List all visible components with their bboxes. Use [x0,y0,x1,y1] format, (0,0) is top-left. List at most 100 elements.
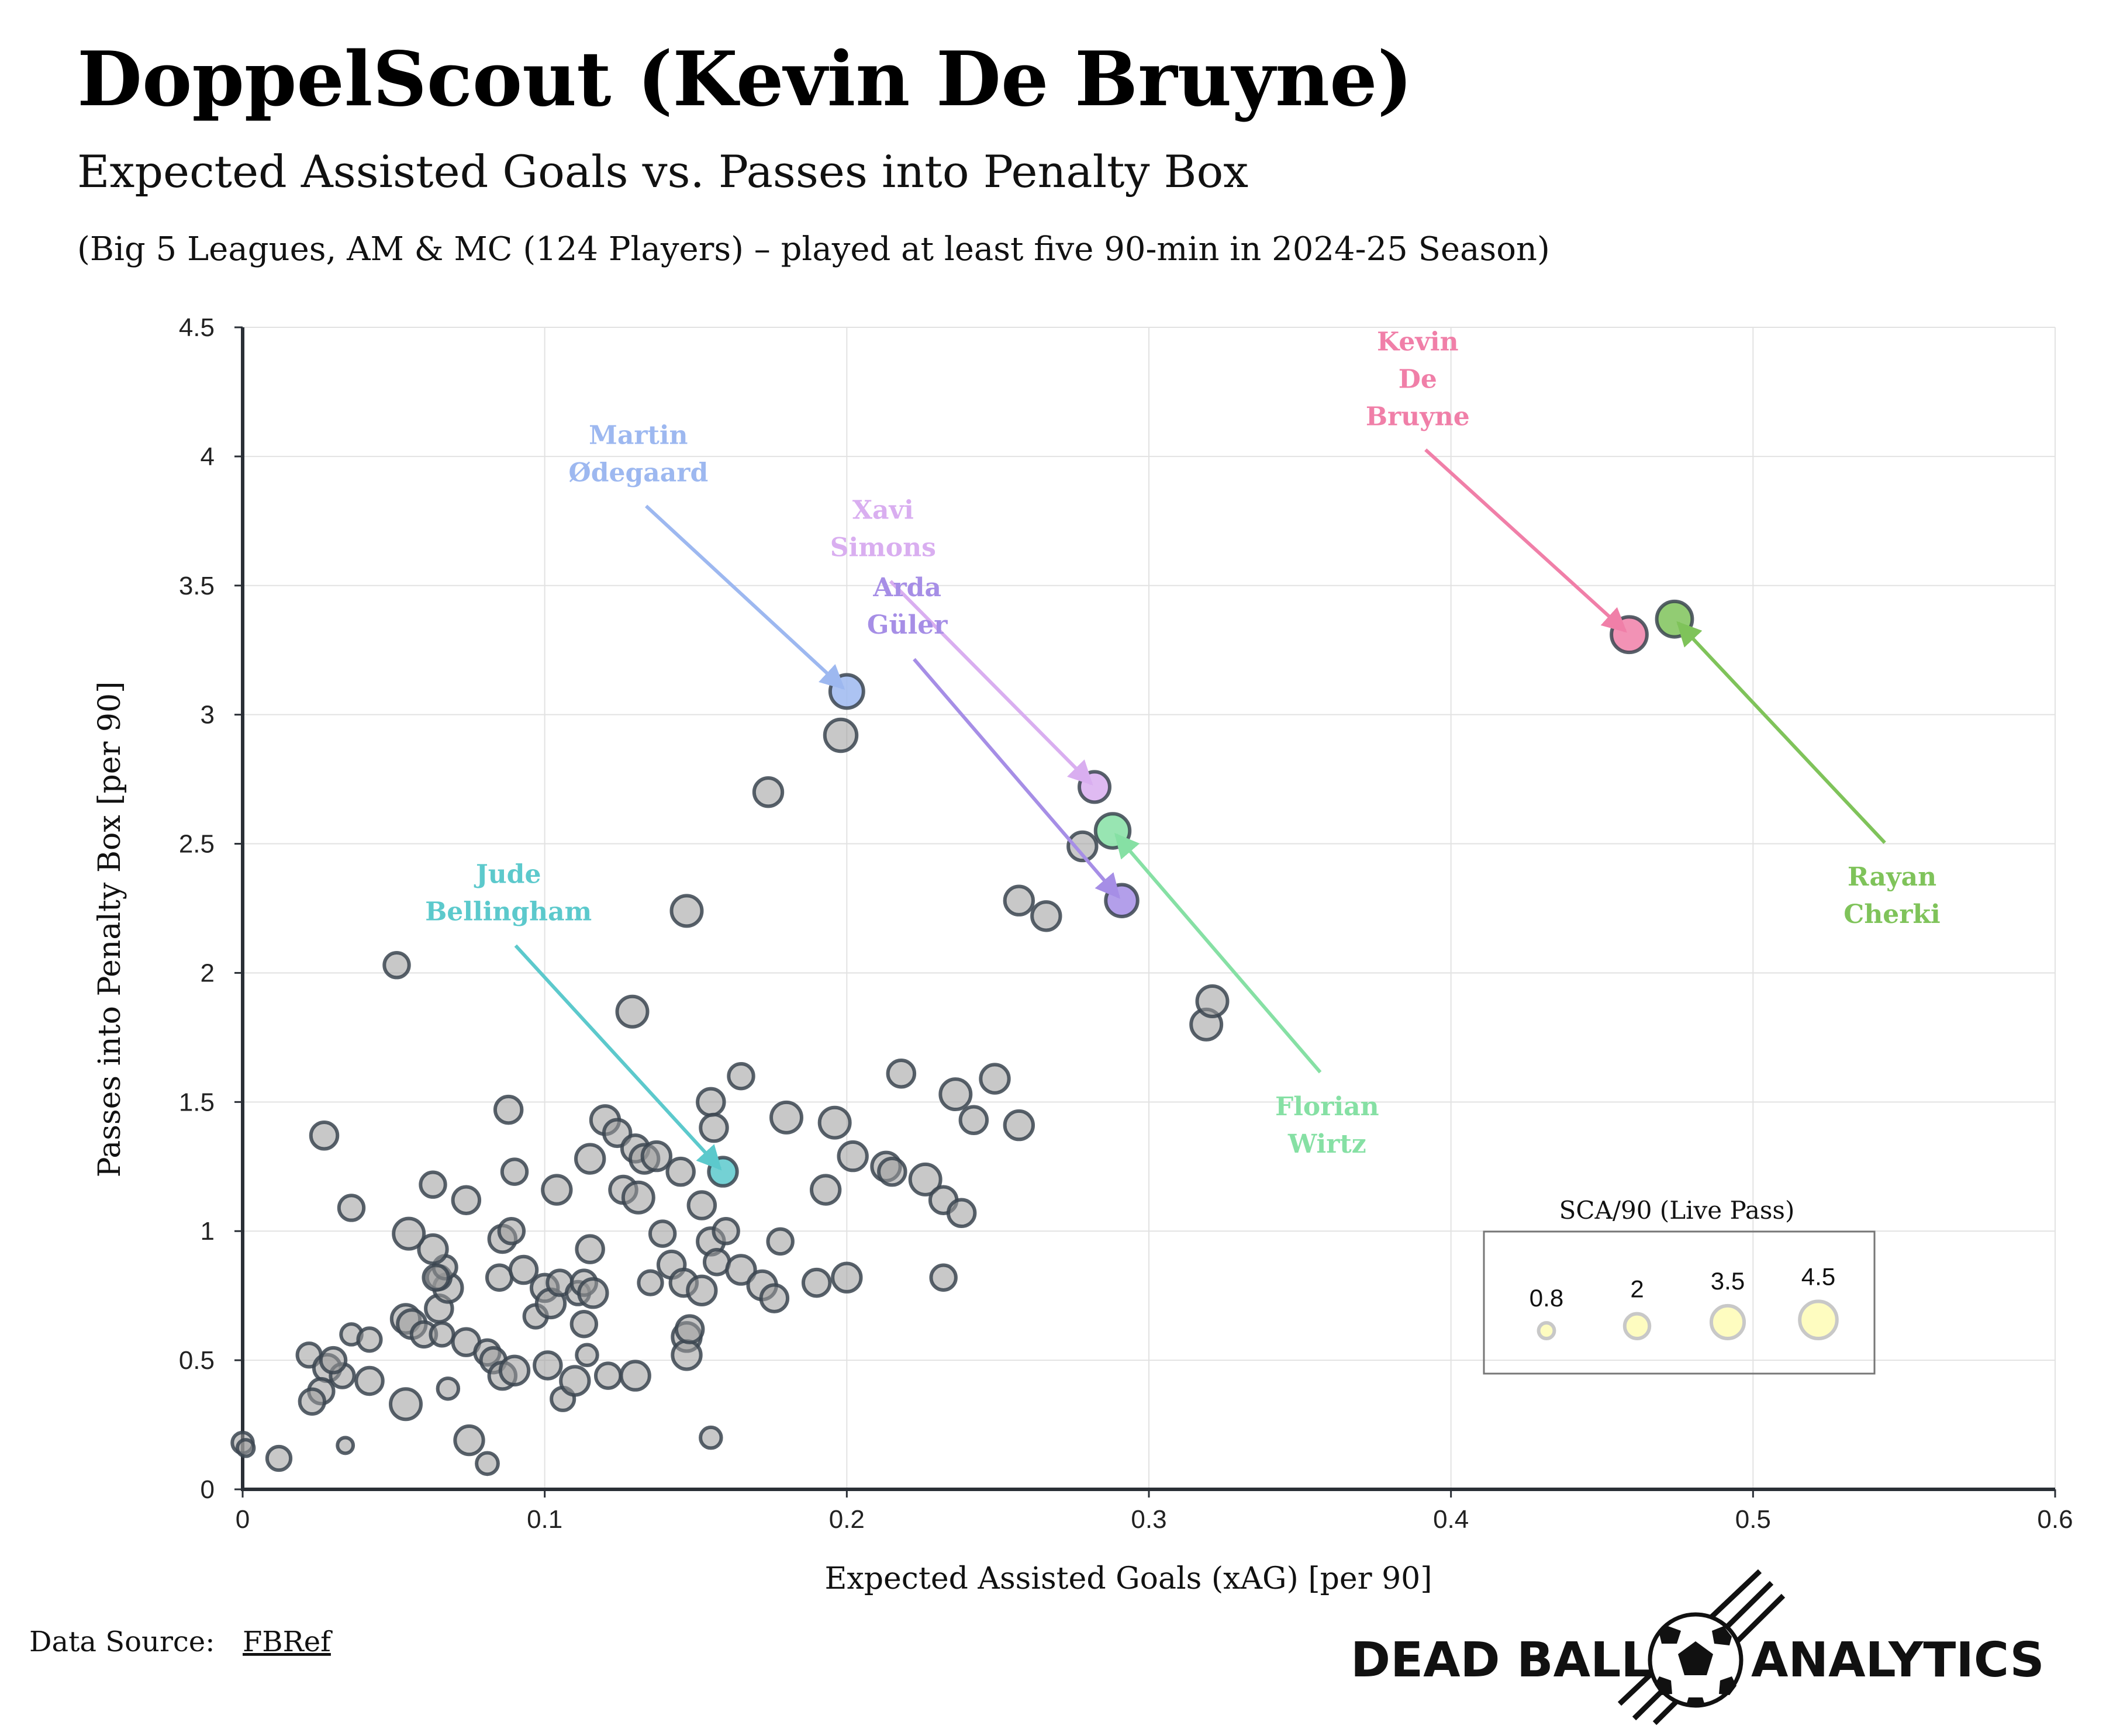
legend-size-label: 2 [1630,1275,1644,1303]
scatter-point [837,1140,869,1173]
scatter-point [766,1227,795,1256]
annotation-arrow [889,580,1093,786]
scatter-point [493,1094,524,1125]
scatter-point [569,1310,599,1339]
scatter-point [712,1217,740,1246]
scatter-point [674,1314,705,1344]
player-label: Jude [474,859,541,889]
scatter-point [382,950,411,980]
grid-lines [243,327,2056,1489]
scatter-point [577,1277,609,1309]
scatter-point [619,1360,651,1392]
brand-text-right: ANALYTICS [1751,1633,2045,1688]
scatter-point [979,1063,1011,1095]
scatter-point [831,1261,863,1294]
scatter-point [574,1143,606,1175]
scatter-point [453,1424,485,1457]
player-label: Kevin [1377,327,1459,357]
scatter-point [1003,1109,1035,1142]
player-label: Wirtz [1287,1129,1366,1159]
player-label: Martin [589,420,688,450]
scatter-point [498,1354,531,1386]
scatter-point [686,1274,718,1307]
scatter-point [769,1100,803,1135]
annotation-arrow [514,944,722,1171]
x-axis-label: Expected Assisted Goals (xAG) [per 90] [824,1561,1432,1596]
legend-title: SCA/90 (Live Pass) [1559,1196,1795,1225]
y-tick-label: 4 [201,442,215,471]
scatter-point [725,1254,757,1286]
scatter-point [417,1233,449,1265]
scatter-point [497,1217,526,1246]
y-tick-label: 3 [201,701,215,729]
scatter-point [615,994,650,1029]
x-tick-label: 0.2 [829,1505,865,1534]
scatter-point [801,1267,832,1298]
scatter-points [230,717,1230,1476]
player-label: Bellingham [425,897,592,926]
scatter-point [908,1162,942,1196]
y-axis-label: Passes into Penalty Box [per 90] [92,682,127,1178]
data-source: Data Source: FBRef [29,1626,333,1658]
scatter-point [823,717,859,753]
scatter-point [392,1216,426,1251]
y-tick-label: 0.5 [179,1346,215,1375]
player-label: Simons [830,533,936,563]
chart-title: DoppelScout (Kevin De Bruyne) [77,36,1413,123]
scatter-point [508,1254,539,1285]
scatter-point [886,1058,917,1089]
scatter-point [665,1156,696,1187]
scatter-point [319,1346,348,1375]
scatter-point [637,1269,664,1296]
scatter-point [958,1105,989,1136]
size-legend: SCA/90 (Live Pass) 0.8 2 3.5 4.5 [1483,1196,1876,1375]
player-label: De [1399,364,1437,394]
player-label: Florian [1275,1092,1379,1122]
annotation-arrow [1424,448,1627,633]
scatter-point [575,1343,599,1368]
scatter-point [699,1425,723,1450]
scatter-point [686,1190,717,1220]
player-label: Rayan [1848,862,1936,892]
legend-size-circle [1798,1299,1839,1340]
football-icon [1617,1569,1786,1725]
scatter-point [451,1185,482,1215]
scatter-point [354,1365,385,1396]
y-tick-label: 3.5 [179,572,215,600]
scatter-point [575,1234,605,1264]
x-tick-label: 0 [236,1505,250,1534]
legend-size-circle [1537,1321,1556,1340]
scatter-point [436,1376,461,1401]
scatter-point [1195,984,1230,1019]
y-tick-label: 0 [201,1475,215,1504]
brand-text-left: DEAD BALL [1351,1633,1652,1688]
scatter-point [389,1387,423,1422]
scatter-point [696,1087,726,1118]
y-tick-label: 2 [201,959,215,987]
scatter-point [809,1174,842,1206]
scatter-point [593,1361,623,1390]
source-link[interactable]: FBRef [243,1626,333,1658]
player-label: Ødegaard [568,458,708,487]
scatter-point [309,1121,340,1151]
scatter-point [337,1194,366,1222]
x-tick-label: 0.5 [1735,1505,1771,1534]
legend-size-circle [1622,1312,1652,1341]
x-tick-label: 0.3 [1131,1505,1166,1534]
annotation-arrow [1676,621,1886,844]
player-label: Bruyne [1366,402,1470,431]
scatter-point [669,894,704,928]
scatter-point [500,1157,529,1186]
scatter-point [1030,900,1062,932]
scatter-point [640,1140,673,1173]
player-label: Xavi [852,496,914,525]
scatter-point [559,1365,591,1397]
player-label: Cherki [1843,900,1940,929]
scatter-point [727,1061,755,1091]
scatter-point [485,1263,514,1292]
scatter-point [541,1174,573,1206]
legend-box [1483,1230,1876,1375]
scatter-point [752,776,785,808]
legend-size-circle [1709,1303,1746,1340]
scatter-point [759,1283,790,1313]
